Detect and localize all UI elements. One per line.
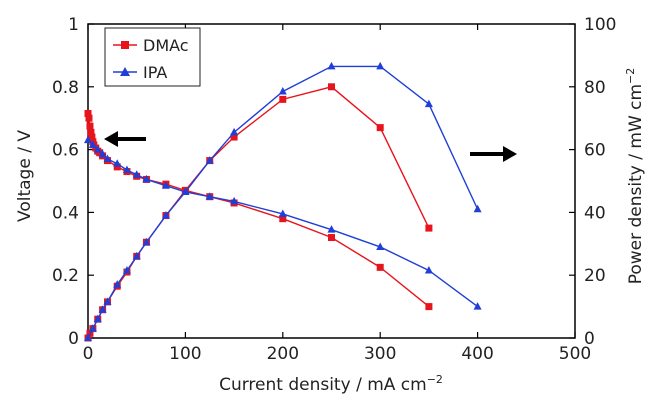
data-point-dmac-voltage <box>376 263 384 271</box>
y-right-tick-label: 80 <box>584 78 606 98</box>
y-left-tick-label: 0 <box>68 329 79 349</box>
data-point-ipa-voltage <box>142 174 151 183</box>
data-point-ipa-power <box>473 204 482 213</box>
data-point-ipa-voltage <box>424 265 433 274</box>
x-axis-title: Current density / mA cm−2 <box>219 373 443 394</box>
data-point-ipa-voltage <box>84 135 92 144</box>
y-right-tick-label: 100 <box>584 15 616 35</box>
x-tick-label: 100 <box>169 344 201 364</box>
data-point-ipa-power <box>84 333 92 341</box>
x-tick-label: 200 <box>267 344 299 364</box>
y-axis-right-title: Power density / mW cm−2 <box>624 68 646 285</box>
y-left-tick-label: 0.4 <box>52 203 79 223</box>
data-point-ipa-voltage <box>278 209 287 217</box>
legend-label-ipa: IPA <box>143 63 167 82</box>
data-point-dmac-power <box>328 83 335 91</box>
data-point-ipa-voltage <box>88 140 97 148</box>
data-point-dmac-voltage <box>87 128 95 136</box>
arrow-right-power <box>470 146 517 162</box>
x-tick-label: 400 <box>461 344 493 364</box>
data-point-ipa-power <box>230 127 239 136</box>
data-point-ipa-power <box>142 237 151 246</box>
x-tick-label: 500 <box>559 344 591 364</box>
data-point-ipa-voltage <box>122 165 131 174</box>
y-left-tick-label: 0.6 <box>52 141 79 161</box>
y-left-tick-label: 0.8 <box>52 78 79 98</box>
data-point-dmac-power <box>376 124 384 132</box>
series-line-ipa-power <box>87 65 479 339</box>
data-point-ipa-power <box>278 87 287 95</box>
data-point-ipa-voltage <box>93 145 102 153</box>
data-point-ipa-power <box>122 265 131 274</box>
data-point-ipa-power <box>327 61 336 70</box>
y-left-tick-label: 1 <box>68 15 79 35</box>
x-tick-label: 300 <box>364 344 396 364</box>
data-point-ipa-voltage <box>230 196 239 205</box>
data-point-ipa-voltage <box>205 192 214 200</box>
data-point-dmac-voltage <box>425 303 433 311</box>
series-line-dmac-voltage <box>87 113 430 308</box>
data-point-ipa-power <box>132 251 141 260</box>
data-point-dmac-voltage <box>86 122 94 130</box>
data-point-ipa-power <box>103 297 112 305</box>
y-left-tick-label: 0.2 <box>52 266 79 286</box>
data-point-ipa-voltage <box>327 225 336 233</box>
legend-marker-dmac <box>121 41 129 49</box>
data-point-ipa-power <box>181 187 190 195</box>
y-right-tick-label: 0 <box>584 329 595 349</box>
data-point-ipa-power <box>376 61 385 70</box>
y-axis-left-title: Voltage / V <box>15 130 35 222</box>
series-line-ipa-voltage <box>87 139 479 308</box>
data-point-ipa-power <box>88 324 97 332</box>
legend-label-dmac: DMAc <box>143 36 189 55</box>
legend-box <box>104 27 201 87</box>
data-point-ipa-power <box>161 211 170 219</box>
data-point-dmac-power <box>279 95 287 103</box>
arrow-left-head <box>104 131 118 147</box>
series-layer <box>84 61 482 342</box>
data-point-ipa-power <box>424 99 433 108</box>
data-point-dmac-voltage <box>84 109 92 117</box>
data-point-ipa-voltage <box>376 242 385 250</box>
data-point-dmac-voltage <box>88 133 96 141</box>
data-point-dmac-power <box>425 224 433 232</box>
data-point-ipa-voltage <box>103 154 112 163</box>
data-point-dmac-power <box>230 133 238 141</box>
data-point-ipa-power <box>113 280 122 288</box>
data-point-ipa-voltage <box>473 302 482 310</box>
data-point-ipa-voltage <box>132 170 141 178</box>
y-right-tick-label: 60 <box>584 141 606 161</box>
y-right-tick-label: 20 <box>584 266 606 286</box>
plot-frame <box>87 23 576 339</box>
data-point-ipa-voltage <box>113 159 122 167</box>
legend-marker-ipa <box>120 67 130 76</box>
data-point-ipa-power <box>93 314 102 323</box>
arrow-left-voltage <box>104 131 146 147</box>
data-point-dmac-voltage <box>279 215 287 223</box>
data-point-ipa-voltage <box>161 181 170 189</box>
data-point-ipa-power <box>205 156 214 164</box>
data-point-ipa-voltage <box>98 149 107 158</box>
data-point-dmac-voltage <box>113 163 121 171</box>
data-point-dmac-voltage <box>85 114 93 122</box>
data-point-dmac-voltage <box>328 234 335 242</box>
tick-labels-layer: 0 100 200 300 400 50000.20.40.60.810204060801… <box>52 15 617 364</box>
data-point-ipa-power <box>98 305 107 313</box>
y-right-tick-label: 40 <box>584 203 606 223</box>
arrow-right-head <box>503 146 517 162</box>
legend: DMAc IPA <box>104 27 201 87</box>
x-tick-label: 0 <box>83 344 94 364</box>
